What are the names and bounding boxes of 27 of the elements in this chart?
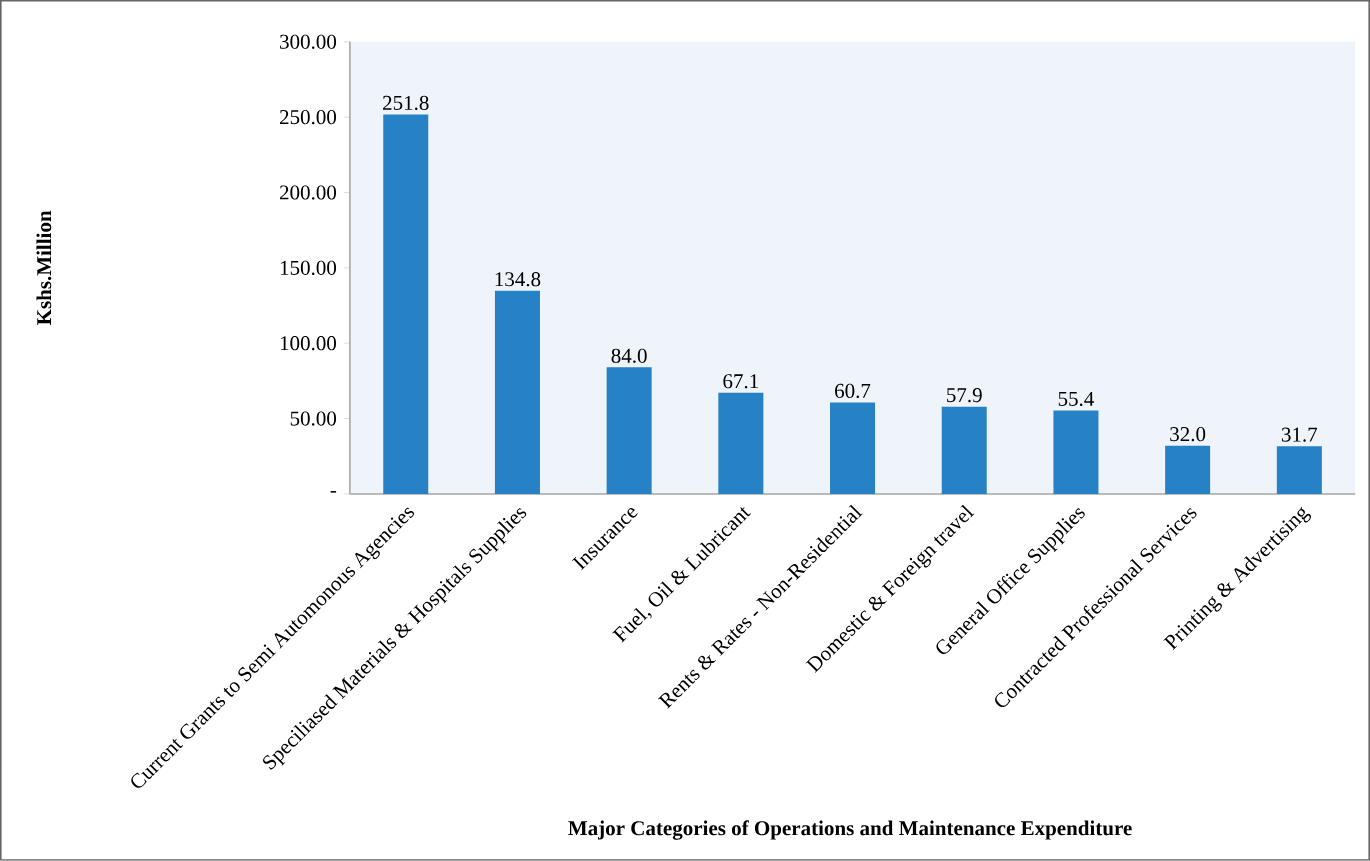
data-label: 67.1 xyxy=(723,374,758,389)
bar xyxy=(1165,445,1211,495)
y-tick-label: 250.00 xyxy=(279,110,337,125)
y-tick-label: 300.00 xyxy=(280,34,337,49)
data-label: 57.9 xyxy=(947,388,982,403)
data-label: 55.4 xyxy=(1058,392,1094,407)
data-label: 134.8 xyxy=(495,272,541,287)
y-tick-label: - xyxy=(330,491,337,493)
y-axis-title: Kshs.Million xyxy=(36,210,52,326)
bar xyxy=(1276,446,1322,495)
bar xyxy=(718,392,764,495)
bar xyxy=(830,402,876,495)
data-label: 31.7 xyxy=(1281,427,1318,442)
data-label: 60.7 xyxy=(835,383,871,399)
x-axis-title: Major Categories of Operations and Maintenance Expenditure xyxy=(568,820,1132,840)
y-tick-label: 200.00 xyxy=(279,185,337,200)
bar xyxy=(494,290,540,495)
bar xyxy=(941,406,987,495)
bar xyxy=(606,367,652,495)
bar xyxy=(1053,410,1099,495)
y-tick-label: 100.00 xyxy=(280,336,337,351)
bar xyxy=(383,114,429,495)
data-label: 84.0 xyxy=(611,348,647,363)
data-label: 251.8 xyxy=(383,95,429,111)
y-tick-label: 150.00 xyxy=(280,260,337,276)
y-tick-label: 50.00 xyxy=(290,411,337,426)
data-label: 32.0 xyxy=(1170,427,1206,442)
